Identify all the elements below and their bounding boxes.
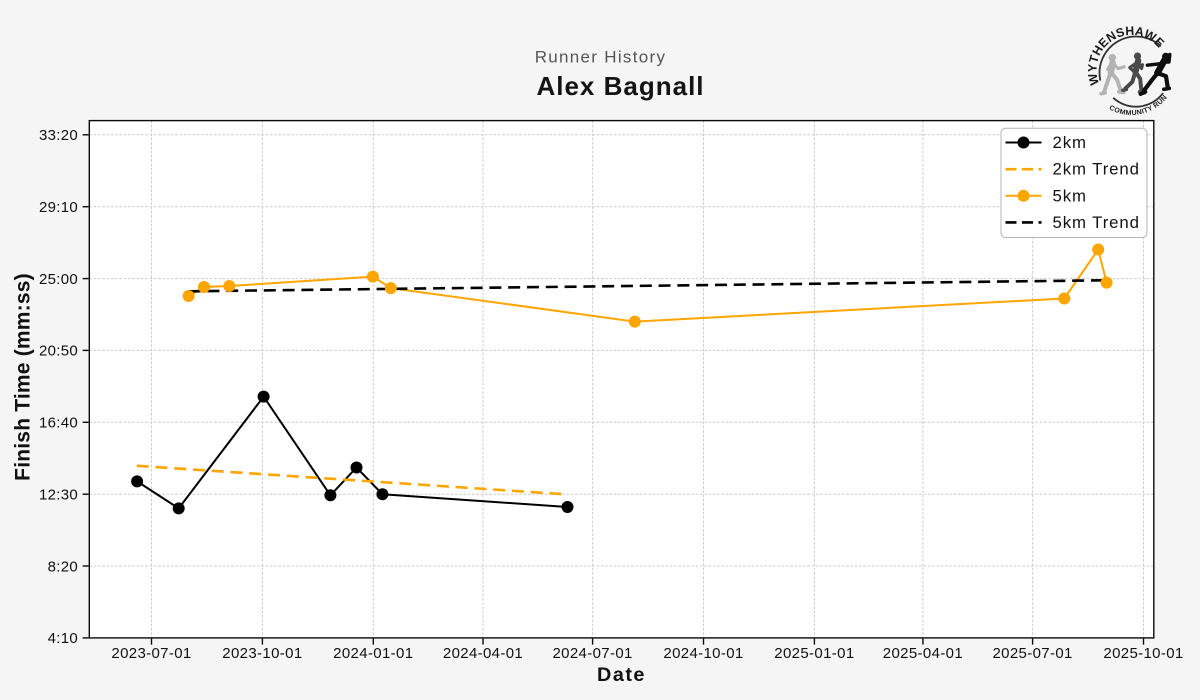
svg-text:16:40: 16:40 bbox=[39, 415, 78, 432]
svg-text:25:00: 25:00 bbox=[39, 271, 78, 288]
svg-text:H: H bbox=[1125, 24, 1135, 38]
svg-text:20:50: 20:50 bbox=[39, 343, 78, 360]
svg-text:2024-01-01: 2024-01-01 bbox=[333, 645, 413, 662]
svg-text:T: T bbox=[1143, 107, 1150, 115]
svg-text:Runner History: Runner History bbox=[535, 47, 667, 66]
svg-text:2023-10-01: 2023-10-01 bbox=[222, 645, 302, 662]
svg-text:O: O bbox=[1113, 107, 1121, 116]
svg-text:N: N bbox=[1136, 109, 1142, 117]
svg-text:M: M bbox=[1119, 109, 1126, 117]
svg-text:U: U bbox=[1131, 110, 1136, 117]
svg-text:2025-01-01: 2025-01-01 bbox=[774, 645, 854, 662]
svg-text:Finish Time (mm:ss): Finish Time (mm:ss) bbox=[12, 273, 35, 481]
svg-text:Y: Y bbox=[1147, 105, 1155, 113]
svg-text:Y: Y bbox=[1085, 64, 1099, 73]
svg-text:5km Trend: 5km Trend bbox=[1053, 213, 1140, 232]
svg-text:2023-07-01: 2023-07-01 bbox=[111, 645, 191, 662]
svg-text:A: A bbox=[1134, 24, 1146, 40]
svg-text:2025-04-01: 2025-04-01 bbox=[883, 645, 963, 662]
svg-text:2025-07-01: 2025-07-01 bbox=[992, 645, 1072, 662]
svg-text:M: M bbox=[1125, 110, 1131, 117]
svg-text:8:20: 8:20 bbox=[48, 558, 78, 575]
svg-text:U: U bbox=[1156, 98, 1164, 107]
svg-text:2024-07-01: 2024-07-01 bbox=[552, 645, 632, 662]
svg-text:S: S bbox=[1114, 25, 1126, 41]
svg-text:T: T bbox=[1086, 53, 1102, 65]
svg-text:4:10: 4:10 bbox=[48, 630, 78, 647]
svg-text:33:20: 33:20 bbox=[39, 127, 78, 144]
svg-text:5km: 5km bbox=[1053, 186, 1087, 205]
svg-text:Date: Date bbox=[597, 664, 646, 686]
svg-text:C: C bbox=[1108, 105, 1116, 114]
svg-text:2km: 2km bbox=[1053, 133, 1087, 152]
svg-text:29:10: 29:10 bbox=[39, 199, 78, 216]
svg-text:2025-10-01: 2025-10-01 bbox=[1103, 645, 1183, 662]
svg-text:W: W bbox=[1085, 72, 1101, 87]
svg-text:12:30: 12:30 bbox=[39, 487, 78, 504]
svg-text:2024-10-01: 2024-10-01 bbox=[663, 645, 743, 662]
svg-text:R: R bbox=[1152, 101, 1160, 110]
svg-text:I: I bbox=[1141, 108, 1145, 115]
svg-text:N: N bbox=[1160, 94, 1169, 102]
svg-text:2km Trend: 2km Trend bbox=[1053, 160, 1140, 179]
svg-text:2024-04-01: 2024-04-01 bbox=[443, 645, 523, 662]
svg-text:Alex Bagnall: Alex Bagnall bbox=[536, 71, 704, 101]
